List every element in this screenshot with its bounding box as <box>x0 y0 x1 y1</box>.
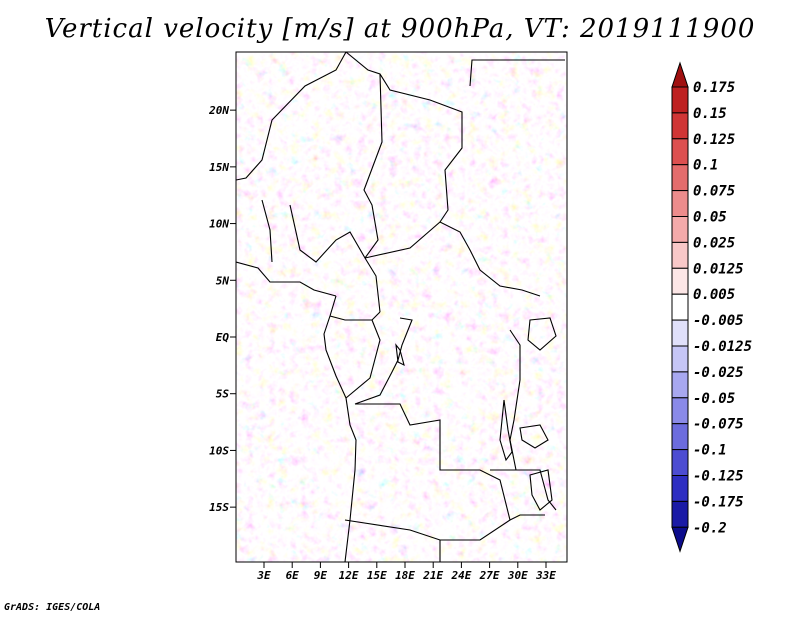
lon-tick-label: 18E <box>395 569 415 582</box>
colorbar-swatch <box>671 164 689 192</box>
lon-tick-label: 3E <box>256 569 271 582</box>
colorbar-swatch <box>671 216 689 243</box>
colorbar-label: -0.0125 <box>693 339 752 355</box>
latitude-axis: 20N 15N 10N 5N EQ 5S 10S 15S <box>208 104 236 514</box>
colorbar-swatch <box>671 526 689 553</box>
colorbar-label: -0.2 <box>693 520 727 536</box>
colorbar-swatch <box>671 112 689 140</box>
colorbar-swatch <box>671 449 689 477</box>
lon-tick-label: 12E <box>339 569 359 582</box>
colorbar-swatch <box>671 423 689 451</box>
colorbar-swatch <box>671 267 689 295</box>
colorbar-label: -0.075 <box>693 417 744 433</box>
grads-credit: GrADS: IGES/COLA <box>4 602 101 613</box>
colorbar-label: 0.175 <box>693 80 735 96</box>
colorbar-swatch <box>671 241 689 269</box>
lakes <box>395 317 557 511</box>
vertical-velocity-field <box>236 52 567 562</box>
colorbar-label: 0.025 <box>693 235 735 251</box>
lon-tick-label: 9E <box>314 569 328 582</box>
colorbar-label: 0.125 <box>693 132 735 148</box>
colorbar-label: 0.15 <box>693 106 727 122</box>
lat-tick-label: 15S <box>209 501 229 514</box>
colorbar-label: -0.005 <box>693 313 744 329</box>
lon-tick-label: 27E <box>479 569 500 582</box>
colorbar-swatch <box>671 500 689 528</box>
colorbar-label: 0.005 <box>693 287 735 303</box>
colorbar-label: -0.05 <box>693 391 735 407</box>
lat-tick-label: 5S <box>216 388 230 401</box>
colorbar: 0.175 0.15 0.125 0.1 0.075 0.05 0.025 0.0125 0.0… <box>671 61 752 553</box>
colorbar-label: 0.1 <box>693 158 718 174</box>
lon-tick-label: 15E <box>367 569 387 582</box>
colorbar-label: 0.05 <box>693 210 727 226</box>
longitude-axis: 3E 6E 9E 12E 15E 18E 21E 24E 27E 30E 33E <box>256 562 556 582</box>
lon-tick-label: 6E <box>286 569 300 582</box>
lon-tick-label: 30E <box>507 569 528 582</box>
colorbar-label: 0.075 <box>693 184 735 200</box>
colorbar-swatch <box>671 345 689 373</box>
lon-tick-label: 21E <box>422 569 443 582</box>
colorbar-label: -0.1 <box>693 443 727 459</box>
colorbar-label: 0.0125 <box>693 261 744 277</box>
colorbar-swatch <box>671 138 689 166</box>
colorbar-swatch <box>671 319 689 347</box>
lat-tick-label: 20N <box>208 104 229 117</box>
lat-tick-label: EQ <box>216 331 230 344</box>
lat-tick-label: 5N <box>216 274 230 287</box>
colorbar-label: -0.125 <box>693 469 744 485</box>
colorbar-label: -0.175 <box>693 494 744 510</box>
colorbar-swatch <box>671 190 689 218</box>
colorbar-swatch <box>671 86 689 114</box>
map-frame <box>235 51 568 563</box>
lat-tick-label: 15N <box>209 161 229 174</box>
colorbar-swatch <box>671 475 689 502</box>
lat-tick-label: 10S <box>209 444 229 457</box>
colorbar-swatch <box>671 293 689 321</box>
lon-tick-label: 33E <box>535 569 556 582</box>
lat-tick-label: 10N <box>209 218 229 231</box>
map-area <box>236 52 567 562</box>
colorbar-swatch <box>671 397 689 425</box>
colorbar-swatch <box>671 61 689 88</box>
lon-tick-label: 24E <box>450 569 471 582</box>
colorbar-swatch <box>671 371 689 399</box>
chart-title: Vertical velocity [m/s] at 900hPa, VT: 2… <box>44 14 756 44</box>
colorbar-label: -0.025 <box>693 365 744 381</box>
